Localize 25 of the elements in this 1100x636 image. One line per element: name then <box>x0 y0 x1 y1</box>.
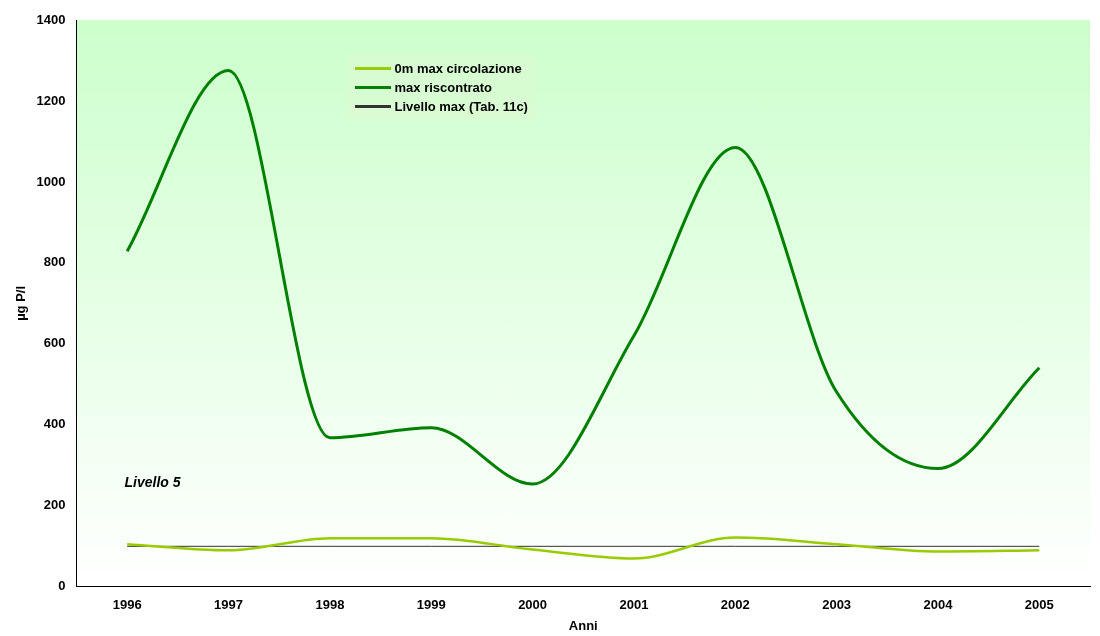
legend-label: Livello max (Tab. 11c) <box>394 99 528 114</box>
x-tick-label: 1999 <box>416 597 446 613</box>
x-tick-label: 1996 <box>112 597 142 613</box>
y-tick-label: 200 <box>43 497 66 513</box>
line-series <box>125 536 1041 560</box>
legend-label: 0m max circolazione <box>394 61 522 76</box>
legend-label: max riscontrato <box>394 80 493 95</box>
y-tick-label: 1400 <box>36 11 66 27</box>
y-tick-label: 600 <box>43 335 66 351</box>
y-tick-label: 400 <box>43 416 66 432</box>
y-axis-title: µg P/l <box>13 285 29 321</box>
x-tick-label: 2005 <box>1024 597 1054 613</box>
x-tick-label: 2004 <box>923 597 954 613</box>
y-tick-label: 1200 <box>36 92 66 108</box>
x-tick-label: 1998 <box>315 597 345 613</box>
x-axis-title: Anni <box>568 617 598 633</box>
y-tick-label: 0 <box>58 578 66 594</box>
x-tick-label: 2002 <box>720 597 750 613</box>
y-tick-label: 1000 <box>36 173 66 189</box>
y-tick-label: 800 <box>43 254 66 270</box>
x-tick-label: 2003 <box>822 597 852 613</box>
x-tick-label: 1997 <box>214 597 243 613</box>
annotation: Livello 5 <box>124 473 181 490</box>
x-tick-label: 2000 <box>518 597 548 613</box>
x-tick-label: 2001 <box>619 597 649 613</box>
